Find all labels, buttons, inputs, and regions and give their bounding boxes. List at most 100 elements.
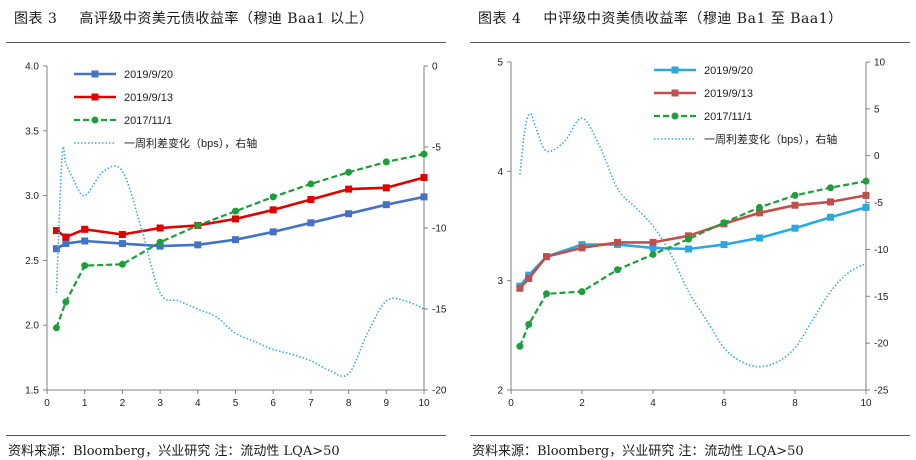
source-note: 资料来源：Bloomberg，兴业研究 注：流动性 LQA>50: [8, 440, 340, 459]
data-point: [720, 241, 728, 249]
data-point: [649, 250, 657, 258]
y2-tick-label: -15: [432, 305, 447, 316]
y2-tick-label: -5: [874, 198, 883, 209]
data-point: [62, 233, 70, 241]
data-point: [156, 242, 164, 250]
top-divider: [6, 42, 446, 43]
data-point: [791, 191, 799, 199]
figure-number: 图表 3: [14, 11, 58, 27]
top-divider: [470, 42, 910, 43]
legend-marker: [671, 66, 679, 74]
data-point: [194, 241, 202, 249]
data-point: [420, 150, 428, 158]
data-point: [578, 244, 586, 252]
chart-panel-left: 图表 3 高评级中资美元债收益率（穆迪 Baa1 以上） 0 1 2 3 4 5 6 7 8 9 10…: [0, 0, 452, 460]
x-tick-label: 5: [233, 398, 239, 409]
y2-tick-label: -5: [432, 143, 441, 154]
x-tick-label: 4: [650, 398, 656, 409]
x-tick-label: 0: [44, 398, 50, 409]
source-text: Bloomberg，兴业研究: [73, 444, 211, 459]
series-3: [55, 145, 425, 378]
data-point: [81, 262, 89, 270]
y-tick-label: 4.0: [25, 62, 39, 73]
data-point: [525, 274, 533, 282]
data-point: [118, 260, 126, 268]
series-0: [52, 193, 428, 253]
chart-title: 图表 3 高评级中资美元债收益率（穆迪 Baa1 以上）: [14, 8, 374, 28]
data-point: [614, 238, 621, 246]
source-note: 资料来源：Bloomberg，兴业研究 注：流动性 LQA>50: [472, 440, 804, 459]
data-point: [307, 180, 315, 188]
y2-tick-label: 5: [874, 104, 880, 115]
data-point: [269, 193, 277, 201]
data-point: [756, 209, 763, 217]
data-point: [52, 227, 60, 235]
chart-panel-right: 图表 4 中评级中资美债收益率（穆迪 Ba1 至 Baa1） 0 2 4 6 8 10 2 3 4…: [464, 0, 916, 460]
legend-marker: [671, 112, 679, 120]
series-3: [519, 112, 867, 368]
data-point: [516, 342, 524, 350]
data-point: [827, 184, 834, 192]
data-point: [269, 206, 277, 214]
x-tick-label: 1: [82, 398, 88, 409]
legend-label: 一周利差变化（bps），右轴: [704, 132, 837, 146]
data-point: [578, 288, 586, 296]
series-line: [55, 195, 425, 250]
data-point: [307, 219, 315, 227]
x-tick-label: 4: [195, 398, 201, 409]
y-tick-label: 3.5: [25, 126, 39, 137]
x-tick-label: 3: [157, 398, 163, 409]
yield-chart-mid-grade: 0 2 4 6 8 102345-25-20-15-10-505102019/9/2020…: [497, 58, 889, 410]
figure-number: 图表 4: [478, 11, 522, 27]
y-tick-label: 2.0: [25, 321, 39, 332]
series-line: [55, 153, 425, 329]
data-point: [756, 203, 763, 211]
y2-tick-label: -10: [874, 245, 889, 256]
data-point: [194, 221, 202, 229]
data-point: [345, 168, 353, 176]
data-point: [614, 266, 621, 274]
legend-label: 2017/11/1: [704, 111, 752, 123]
data-point: [756, 234, 763, 242]
x-tick-label: 0: [508, 398, 514, 409]
data-point: [62, 298, 70, 306]
data-point: [791, 224, 799, 232]
y2-tick-label: 0: [432, 62, 438, 73]
data-point: [382, 184, 390, 192]
data-point: [420, 173, 428, 181]
series-line: [518, 180, 867, 347]
data-point: [156, 224, 164, 232]
data-point: [649, 244, 657, 252]
y2-tick-label: -25: [874, 386, 889, 397]
note-text: 流动性 LQA>50: [704, 444, 804, 459]
data-point: [791, 201, 799, 209]
legend-marker: [91, 70, 99, 78]
data-point: [345, 185, 353, 193]
data-point: [827, 198, 834, 206]
data-point: [862, 177, 870, 185]
legend-label: 2019/9/20: [704, 65, 753, 77]
series-2: [52, 150, 428, 332]
x-tick-label: 8: [346, 398, 352, 409]
series-line: [55, 176, 425, 239]
bottom-divider: [6, 435, 446, 436]
legend-marker: [91, 93, 99, 101]
legend: 2019/9/20 2019/9/13 2017/11/1 一周利差变化（bps），右…: [74, 69, 257, 150]
legend-label: 2019/9/20: [124, 69, 173, 81]
y-tick-label: 4: [497, 167, 503, 178]
x-tick-label: 6: [721, 398, 727, 409]
source-label: 资料来源：: [8, 444, 74, 459]
note-text: 流动性 LQA>50: [240, 444, 340, 459]
y-tick-label: 5: [497, 58, 503, 69]
data-point: [543, 290, 550, 298]
data-point: [345, 210, 353, 218]
legend-label: 2017/11/1: [124, 115, 172, 127]
series-1: [516, 191, 870, 292]
data-point: [525, 320, 533, 328]
y-tick-label: 1.5: [25, 386, 39, 397]
x-tick-label: 10: [860, 398, 872, 409]
figure-title-text: 中评级中资美债收益率（穆迪 Ba1 至 Baa1）: [543, 11, 843, 27]
data-point: [720, 219, 728, 227]
y-tick-label: 2: [497, 386, 503, 397]
x-tick-label: 2: [120, 398, 126, 409]
